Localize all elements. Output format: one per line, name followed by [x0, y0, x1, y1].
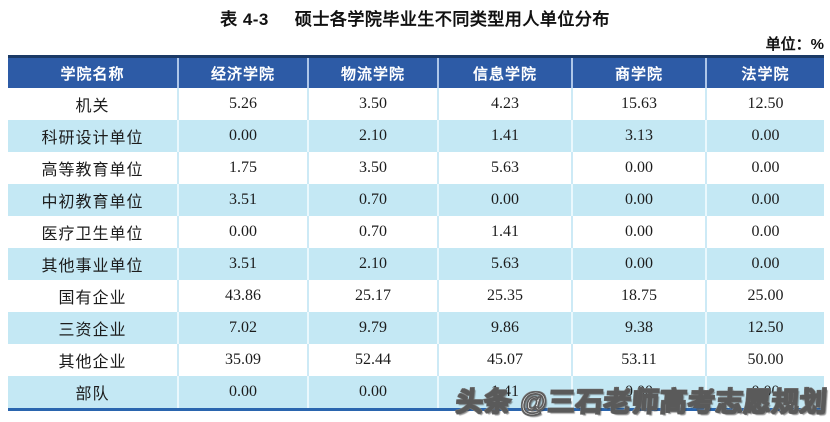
value-cell: 2.10 — [307, 120, 438, 152]
value-cell: 12.50 — [705, 312, 824, 344]
value-cell: 0.00 — [437, 184, 572, 216]
table-number: 表 4-3 — [220, 10, 269, 29]
value-cell: 5.63 — [437, 248, 572, 280]
column-header: 信息学院 — [437, 56, 572, 88]
value-cell: 3.13 — [571, 120, 706, 152]
value-cell: 0.00 — [705, 152, 824, 184]
row-label-cell: 其他企业 — [8, 344, 178, 376]
value-cell: 0.00 — [571, 152, 706, 184]
value-cell: 0.00 — [705, 184, 824, 216]
table-body: 机关 5.26 3.50 4.23 15.63 12.50 科研设计单位 0.00 2.10 1.… — [8, 88, 824, 410]
data-table: 学院名称 经济学院 物流学院 信息学院 商学院 法学院 机关 5.26 3.50 4.23 15.… — [8, 55, 824, 411]
row-label-cell: 科研设计单位 — [8, 120, 178, 152]
value-cell: 0.00 — [705, 120, 824, 152]
row-label-cell: 中初教育单位 — [8, 184, 178, 216]
value-cell: 0.00 — [177, 120, 308, 152]
value-cell: 0.00 — [571, 376, 706, 410]
watermark: 头条 @三石老师高考志愿规划 — [454, 386, 830, 418]
table-row: 其他企业 35.09 52.44 45.07 53.11 50.00 — [8, 344, 824, 376]
row-label-cell: 国有企业 — [8, 280, 178, 312]
value-cell: 35.09 — [177, 344, 308, 376]
column-header: 商学院 — [571, 56, 706, 88]
table-row: 国有企业 43.86 25.17 25.35 18.75 25.00 — [8, 280, 824, 312]
value-cell: 45.07 — [437, 344, 572, 376]
column-header: 经济学院 — [177, 56, 308, 88]
table-row: 科研设计单位 0.00 2.10 1.41 3.13 0.00 — [8, 120, 824, 152]
value-cell: 9.79 — [307, 312, 438, 344]
value-cell: 4.23 — [437, 88, 572, 120]
column-header: 法学院 — [705, 56, 824, 88]
value-cell: 1.41 — [437, 120, 572, 152]
value-cell: 0.00 — [571, 248, 706, 280]
value-cell: 0.00 — [571, 184, 706, 216]
row-label-cell: 部队 — [8, 376, 178, 410]
value-cell: 0.00 — [571, 216, 706, 248]
row-label-cell: 其他事业单位 — [8, 248, 178, 280]
value-cell: 53.11 — [571, 344, 706, 376]
unit-note: 单位：% — [765, 36, 824, 53]
value-cell: 5.63 — [437, 152, 572, 184]
table-row: 部队 0.00 0.00 1.41 0.00 0.00 — [8, 376, 824, 410]
table-row: 高等教育单位 1.75 3.50 5.63 0.00 0.00 — [8, 152, 824, 184]
value-cell: 9.38 — [571, 312, 706, 344]
value-cell: 0.00 — [705, 216, 824, 248]
value-cell: 3.51 — [177, 248, 308, 280]
value-cell: 50.00 — [705, 344, 824, 376]
column-header: 物流学院 — [307, 56, 438, 88]
value-cell: 0.00 — [705, 248, 824, 280]
value-cell: 5.26 — [177, 88, 308, 120]
value-cell: 1.75 — [177, 152, 308, 184]
value-cell: 0.70 — [307, 216, 438, 248]
row-label-cell: 高等教育单位 — [8, 152, 178, 184]
value-cell: 25.17 — [307, 280, 438, 312]
table-head: 学院名称 经济学院 物流学院 信息学院 商学院 法学院 — [8, 56, 824, 88]
column-header: 学院名称 — [8, 56, 178, 88]
table-row: 其他事业单位 3.51 2.10 5.63 0.00 0.00 — [8, 248, 824, 280]
value-cell: 3.51 — [177, 184, 308, 216]
value-cell: 9.86 — [437, 312, 572, 344]
value-cell: 12.50 — [705, 88, 824, 120]
row-label-cell: 机关 — [8, 88, 178, 120]
value-cell: 25.35 — [437, 280, 572, 312]
row-label-cell: 三资企业 — [8, 312, 178, 344]
table-row: 三资企业 7.02 9.79 9.86 9.38 12.50 — [8, 312, 824, 344]
value-cell: 18.75 — [571, 280, 706, 312]
value-cell: 1.41 — [437, 216, 572, 248]
value-cell: 52.44 — [307, 344, 438, 376]
header-row: 学院名称 经济学院 物流学院 信息学院 商学院 法学院 — [8, 56, 824, 88]
value-cell: 0.70 — [307, 184, 438, 216]
value-cell: 15.63 — [571, 88, 706, 120]
value-cell: 43.86 — [177, 280, 308, 312]
value-cell: 7.02 — [177, 312, 308, 344]
table-title-text: 硕士各学院毕业生不同类型用人单位分布 — [294, 10, 610, 29]
value-cell: 3.50 — [307, 88, 438, 120]
value-cell: 0.00 — [177, 216, 308, 248]
table-row: 医疗卫生单位 0.00 0.70 1.41 0.00 0.00 — [8, 216, 824, 248]
row-label-cell: 医疗卫生单位 — [8, 216, 178, 248]
value-cell: 3.50 — [307, 152, 438, 184]
table-row: 机关 5.26 3.50 4.23 15.63 12.50 — [8, 88, 824, 120]
value-cell: 25.00 — [705, 280, 824, 312]
value-cell: 0.00 — [705, 376, 824, 410]
value-cell: 1.41 — [437, 376, 572, 410]
page-title: 表 4-3 硕士各学院毕业生不同类型用人单位分布 — [0, 5, 830, 30]
value-cell: 0.00 — [307, 376, 438, 410]
table-row: 中初教育单位 3.51 0.70 0.00 0.00 0.00 — [8, 184, 824, 216]
value-cell: 2.10 — [307, 248, 438, 280]
value-cell: 0.00 — [177, 376, 308, 410]
